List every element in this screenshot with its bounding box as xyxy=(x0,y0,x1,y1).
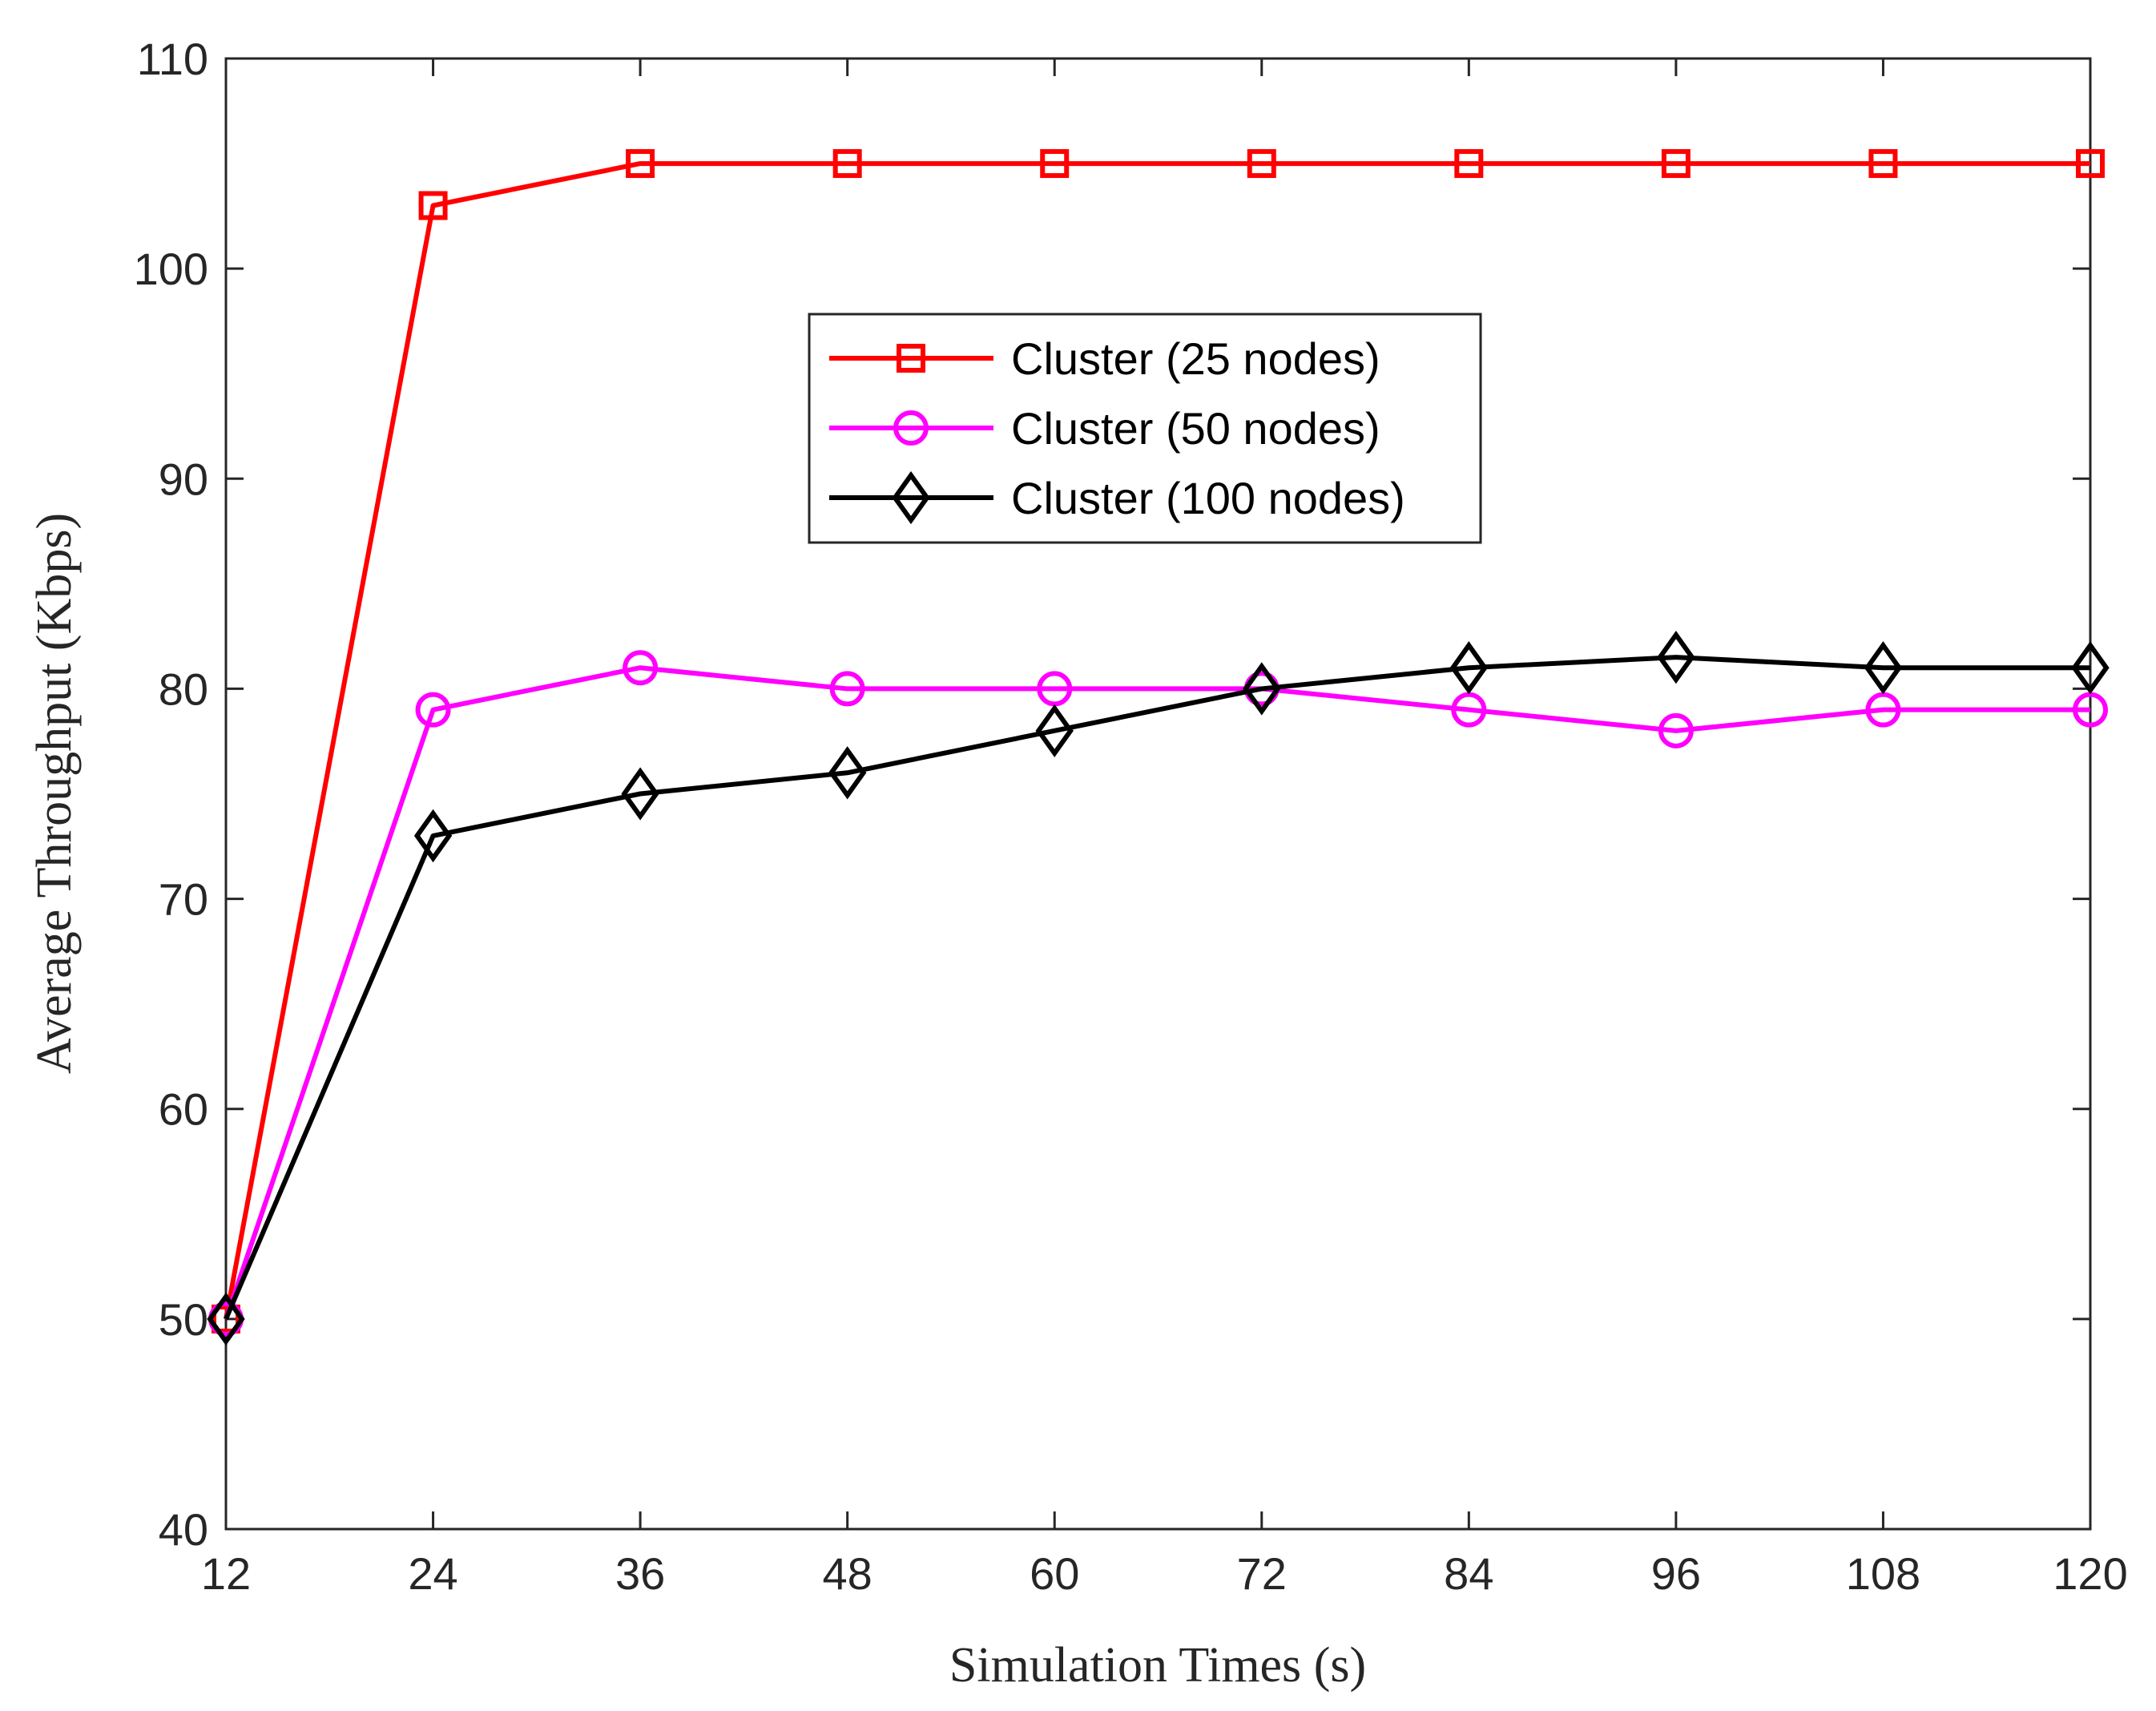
legend-label: Cluster (100 nodes) xyxy=(1011,473,1405,523)
data-point xyxy=(1449,641,1489,695)
data-point xyxy=(418,191,448,220)
x-tick-label: 120 xyxy=(2053,1548,2127,1599)
data-point xyxy=(212,1304,240,1334)
x-tick-label: 36 xyxy=(615,1548,665,1599)
legend-marker xyxy=(892,470,930,525)
legend-marker xyxy=(893,410,929,446)
legend-label: Cluster (50 nodes) xyxy=(1011,403,1380,454)
data-point xyxy=(1658,712,1694,749)
y-tick-label: 80 xyxy=(159,664,208,714)
data-point xyxy=(413,809,453,863)
data-point xyxy=(2073,692,2108,728)
data-point xyxy=(1037,671,1073,707)
data-point xyxy=(1868,149,1898,179)
data-point xyxy=(829,671,865,707)
series-2 xyxy=(208,650,2108,1337)
data-point xyxy=(207,1292,245,1346)
series-1 xyxy=(212,149,2105,1334)
x-tick-label: 12 xyxy=(201,1548,251,1599)
series-3 xyxy=(207,630,2110,1346)
data-point xyxy=(2071,641,2110,695)
series-line xyxy=(224,665,2090,1320)
x-tick-label: 60 xyxy=(1030,1548,1079,1599)
axis-ticks: 12 24 36 48 60 72 84 96 108 120 40 50 60 70 80 90 100 110 xyxy=(134,34,2128,1599)
data-point xyxy=(1864,641,1903,695)
x-tick-label: 96 xyxy=(1651,1548,1701,1599)
legend: Cluster (25 nodes) Cluster (50 nodes) Clus… xyxy=(808,313,1482,544)
y-axis-title: Average Throughput (Kbps) xyxy=(27,513,82,1074)
data-point xyxy=(1243,662,1281,716)
y-tick-label: 60 xyxy=(159,1084,208,1135)
legend-marker xyxy=(897,344,925,373)
y-tick-label: 110 xyxy=(137,34,208,84)
data-point xyxy=(623,650,659,686)
series-line xyxy=(224,655,2090,1321)
data-point xyxy=(1040,149,1070,179)
data-point xyxy=(1865,692,1901,728)
data-point xyxy=(828,746,867,800)
data-point xyxy=(415,692,451,728)
data-point xyxy=(1035,704,1074,758)
x-tick-label: 72 xyxy=(1237,1548,1287,1599)
data-point xyxy=(832,149,862,179)
data-point xyxy=(621,767,659,821)
y-tick-label: 50 xyxy=(159,1294,208,1345)
legend-label: Cluster (25 nodes) xyxy=(1011,333,1380,384)
data-point xyxy=(1661,149,1691,179)
y-tick-label: 40 xyxy=(159,1504,208,1555)
y-tick-label: 70 xyxy=(159,874,208,925)
x-tick-label: 84 xyxy=(1444,1548,1493,1599)
series-line xyxy=(224,161,2090,1320)
x-tick-label: 48 xyxy=(823,1548,872,1599)
x-tick-label: 24 xyxy=(408,1548,457,1599)
data-point xyxy=(2076,149,2105,179)
x-tick-label: 108 xyxy=(1846,1548,1920,1599)
x-axis-title: Simulation Times (s) xyxy=(949,1638,1366,1693)
data-point xyxy=(1657,630,1695,684)
data-point xyxy=(1454,149,1484,179)
y-tick-label: 90 xyxy=(159,454,208,504)
data-point xyxy=(626,149,655,179)
data-point xyxy=(1247,149,1276,179)
series-group xyxy=(207,149,2110,1346)
data-point xyxy=(1451,692,1487,728)
y-tick-label: 100 xyxy=(134,244,208,294)
plot-area xyxy=(224,57,2092,1531)
